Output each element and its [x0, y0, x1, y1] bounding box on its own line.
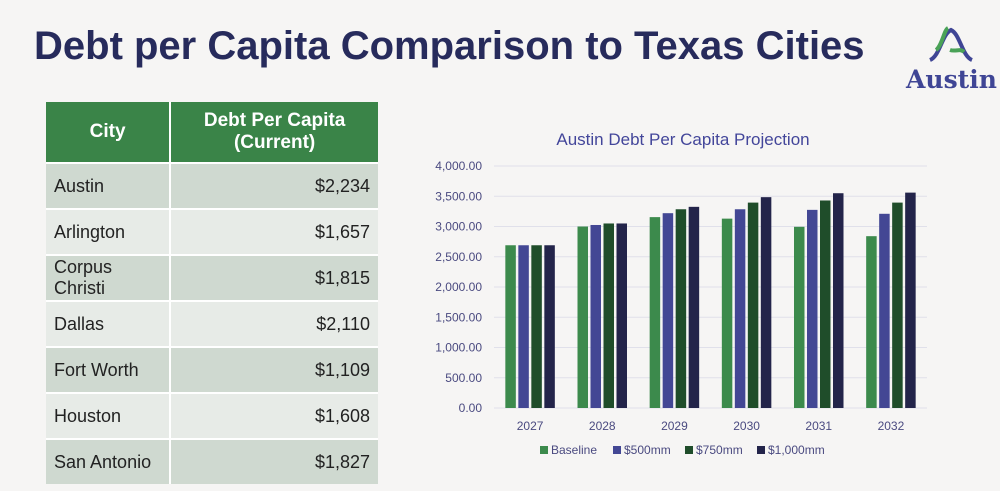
debt-cell: $2,234	[170, 162, 378, 209]
header-city: City	[46, 102, 172, 163]
debt-projection-chart: Austin Debt Per Capita Projection 0.00 500…	[435, 130, 927, 457]
bar-Baseline-2031	[794, 226, 805, 408]
debt-cell: $1,815	[170, 254, 378, 301]
y-tick-label: 500.00	[445, 371, 482, 385]
bar-Baseline-2027	[505, 245, 516, 408]
bar-$750mm-2030	[747, 202, 759, 408]
bar-$500mm-2030	[734, 209, 746, 408]
table-row: San Antonio $1,827	[46, 438, 378, 484]
table-row: Fort Worth $1,109	[46, 346, 378, 393]
bar-Baseline-2028	[577, 226, 588, 408]
bar-$1,000mm-2031	[833, 193, 844, 408]
bar-$750mm-2031	[820, 200, 831, 408]
bar-$750mm-2028	[603, 223, 614, 408]
city-cell: Dallas	[46, 300, 172, 347]
legend-swatch	[613, 446, 621, 454]
bar-$1,000mm-2027	[544, 245, 555, 408]
bar-Baseline-2030	[721, 218, 733, 408]
bar-$1,000mm-2029	[688, 206, 700, 408]
logo-text: Austin	[906, 65, 997, 94]
legend-label: Baseline	[551, 443, 597, 457]
table-row: Austin $2,234	[46, 162, 378, 209]
x-tick-label: 2032	[878, 419, 905, 433]
y-tick-label: 3,500.00	[435, 189, 482, 203]
x-tick-label: 2030	[733, 419, 760, 433]
y-tick-label: 1,000.00	[435, 341, 482, 355]
bar-$500mm-2027	[518, 245, 529, 408]
x-tick-label: 2031	[805, 419, 832, 433]
city-cell: San Antonio	[46, 438, 172, 484]
legend-label: $750mm	[696, 443, 743, 457]
table-row: Arlington $1,657	[46, 208, 378, 255]
x-tick-label: 2029	[661, 419, 688, 433]
y-tick-label: 0.00	[459, 401, 483, 415]
table-row: Dallas $2,110	[46, 300, 378, 347]
x-tick-label: 2027	[517, 419, 544, 433]
bar-$1,000mm-2030	[760, 197, 772, 408]
debt-cell: $2,110	[170, 300, 378, 347]
y-tick-label: 2,500.00	[435, 250, 482, 264]
y-tick-label: 3,000.00	[435, 220, 482, 234]
bar-$1,000mm-2032	[905, 192, 916, 408]
y-tick-label: 2,000.00	[435, 280, 482, 294]
header-debt: Debt Per Capita (Current)	[170, 102, 378, 163]
logo-mark-icon	[928, 26, 974, 62]
austin-logo: Austin	[906, 26, 997, 94]
debt-cell: $1,608	[170, 392, 378, 439]
page-title: Debt per Capita Comparison to Texas Citi…	[34, 24, 865, 68]
table-row: Houston $1,608	[46, 392, 378, 439]
y-tick-label: 4,000.00	[435, 159, 482, 173]
debt-cell: $1,109	[170, 346, 378, 393]
legend-swatch	[757, 446, 765, 454]
bar-$500mm-2031	[807, 209, 818, 408]
bar-$750mm-2027	[531, 245, 542, 408]
legend-label: $1,000mm	[768, 443, 825, 457]
city-cell: Austin	[46, 162, 172, 209]
chart-title: Austin Debt Per Capita Projection	[556, 130, 809, 149]
bar-$500mm-2029	[662, 213, 674, 408]
table-row: Corpus Christi $1,815	[46, 254, 378, 301]
city-cell: Houston	[46, 392, 172, 439]
bar-$500mm-2028	[590, 224, 601, 408]
bar-$750mm-2029	[675, 209, 687, 408]
legend-swatch	[540, 446, 548, 454]
bar-$750mm-2032	[892, 202, 903, 408]
city-cell: Fort Worth	[46, 346, 172, 393]
debt-cell: $1,657	[170, 208, 378, 255]
x-tick-label: 2028	[589, 419, 616, 433]
bar-Baseline-2029	[649, 217, 661, 408]
bar-$500mm-2032	[879, 213, 890, 408]
debt-cell: $1,827	[170, 438, 378, 484]
city-cell: Arlington	[46, 208, 172, 255]
bar-$1,000mm-2028	[616, 223, 627, 408]
y-tick-label: 1,500.00	[435, 310, 482, 324]
city-cell: Corpus Christi	[46, 254, 172, 301]
debt-table: City Debt Per Capita (Current) Austin $2,…	[46, 102, 378, 484]
bar-Baseline-2032	[866, 236, 877, 408]
legend-label: $500mm	[624, 443, 671, 457]
legend-swatch	[685, 446, 693, 454]
